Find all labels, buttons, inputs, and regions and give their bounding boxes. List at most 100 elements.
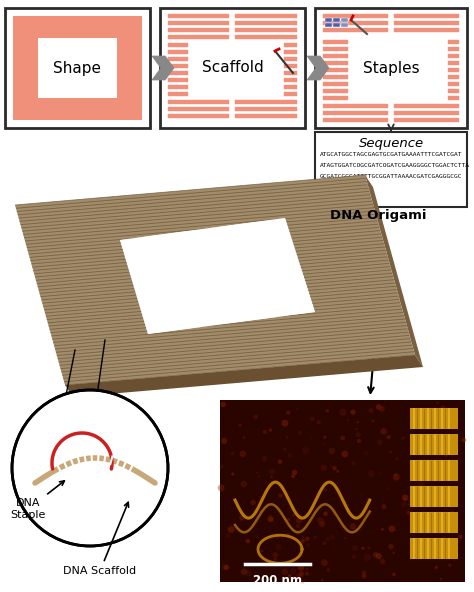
Circle shape bbox=[240, 481, 247, 487]
Text: Sequence: Sequence bbox=[358, 137, 424, 150]
Circle shape bbox=[368, 408, 374, 413]
Circle shape bbox=[357, 439, 361, 443]
Bar bbox=[323, 75, 348, 79]
Bar bbox=[168, 92, 188, 96]
Circle shape bbox=[320, 465, 327, 471]
Circle shape bbox=[379, 472, 382, 475]
Circle shape bbox=[352, 545, 358, 551]
Bar bbox=[410, 538, 458, 559]
Bar bbox=[284, 57, 297, 61]
Circle shape bbox=[258, 475, 260, 478]
Circle shape bbox=[437, 402, 438, 404]
Circle shape bbox=[376, 404, 382, 410]
Circle shape bbox=[390, 451, 392, 453]
Text: ATAGTGGATCOGCGATCOGATCGAAGGGGCTGGACTCTTA: ATAGTGGATCOGCGATCOGATCGAAGGGGCTGGACTCTTA bbox=[320, 163, 470, 168]
Circle shape bbox=[458, 535, 463, 539]
Circle shape bbox=[434, 547, 439, 552]
Bar bbox=[323, 54, 348, 58]
Circle shape bbox=[260, 549, 264, 552]
Circle shape bbox=[218, 485, 225, 492]
Circle shape bbox=[328, 448, 335, 454]
Bar bbox=[168, 35, 229, 39]
Bar bbox=[168, 43, 188, 47]
Bar bbox=[325, 18, 332, 22]
Circle shape bbox=[282, 568, 288, 575]
Text: Shape: Shape bbox=[54, 60, 101, 76]
Circle shape bbox=[386, 487, 389, 490]
Bar bbox=[168, 57, 188, 61]
Circle shape bbox=[384, 400, 386, 402]
Circle shape bbox=[312, 521, 313, 522]
Circle shape bbox=[333, 512, 337, 516]
Bar bbox=[315, 132, 467, 207]
Circle shape bbox=[296, 524, 300, 528]
Circle shape bbox=[298, 431, 302, 435]
Bar bbox=[168, 78, 188, 82]
Circle shape bbox=[415, 469, 420, 474]
Bar bbox=[394, 111, 459, 115]
Bar bbox=[448, 75, 459, 79]
Circle shape bbox=[306, 568, 308, 570]
Circle shape bbox=[218, 484, 224, 491]
Bar bbox=[325, 23, 332, 27]
Bar bbox=[236, 114, 297, 118]
Circle shape bbox=[296, 574, 302, 580]
Bar bbox=[284, 64, 297, 68]
Circle shape bbox=[406, 511, 410, 514]
Circle shape bbox=[381, 428, 387, 435]
Circle shape bbox=[345, 520, 346, 522]
Circle shape bbox=[301, 539, 305, 543]
Circle shape bbox=[219, 465, 224, 469]
Bar bbox=[410, 408, 458, 429]
Circle shape bbox=[220, 402, 226, 407]
Bar bbox=[394, 21, 459, 25]
Circle shape bbox=[375, 404, 381, 410]
Bar bbox=[236, 21, 297, 25]
Circle shape bbox=[262, 455, 267, 462]
Circle shape bbox=[325, 537, 329, 542]
Text: DNA Scaffold: DNA Scaffold bbox=[64, 502, 137, 576]
Circle shape bbox=[443, 415, 447, 419]
Circle shape bbox=[273, 558, 277, 561]
Circle shape bbox=[292, 577, 296, 581]
Bar bbox=[410, 486, 458, 507]
Circle shape bbox=[350, 523, 356, 529]
Bar bbox=[323, 96, 348, 100]
Circle shape bbox=[336, 470, 339, 473]
Circle shape bbox=[437, 488, 441, 492]
Circle shape bbox=[425, 412, 429, 416]
Circle shape bbox=[231, 452, 235, 455]
Circle shape bbox=[279, 493, 283, 498]
Bar bbox=[323, 68, 348, 72]
Bar bbox=[315, 8, 467, 128]
Circle shape bbox=[296, 517, 302, 523]
Circle shape bbox=[361, 547, 364, 550]
Circle shape bbox=[412, 442, 416, 446]
Bar bbox=[323, 82, 348, 86]
Circle shape bbox=[259, 496, 263, 499]
Bar bbox=[410, 512, 458, 533]
Bar bbox=[323, 104, 388, 108]
Circle shape bbox=[292, 514, 295, 517]
Circle shape bbox=[440, 436, 443, 439]
Circle shape bbox=[366, 498, 369, 501]
Circle shape bbox=[273, 552, 278, 558]
Bar bbox=[410, 434, 458, 455]
Circle shape bbox=[229, 523, 232, 526]
Circle shape bbox=[440, 406, 446, 410]
Circle shape bbox=[356, 421, 359, 423]
Bar bbox=[410, 460, 458, 481]
Bar bbox=[284, 71, 297, 75]
Circle shape bbox=[424, 413, 429, 418]
Circle shape bbox=[416, 422, 421, 426]
Bar bbox=[284, 78, 297, 82]
Circle shape bbox=[361, 494, 362, 496]
Circle shape bbox=[323, 435, 327, 439]
Circle shape bbox=[238, 423, 242, 427]
Bar bbox=[168, 21, 229, 25]
Circle shape bbox=[239, 515, 245, 521]
Circle shape bbox=[246, 571, 251, 576]
Circle shape bbox=[410, 494, 411, 496]
Circle shape bbox=[392, 552, 395, 554]
Bar bbox=[168, 71, 188, 75]
